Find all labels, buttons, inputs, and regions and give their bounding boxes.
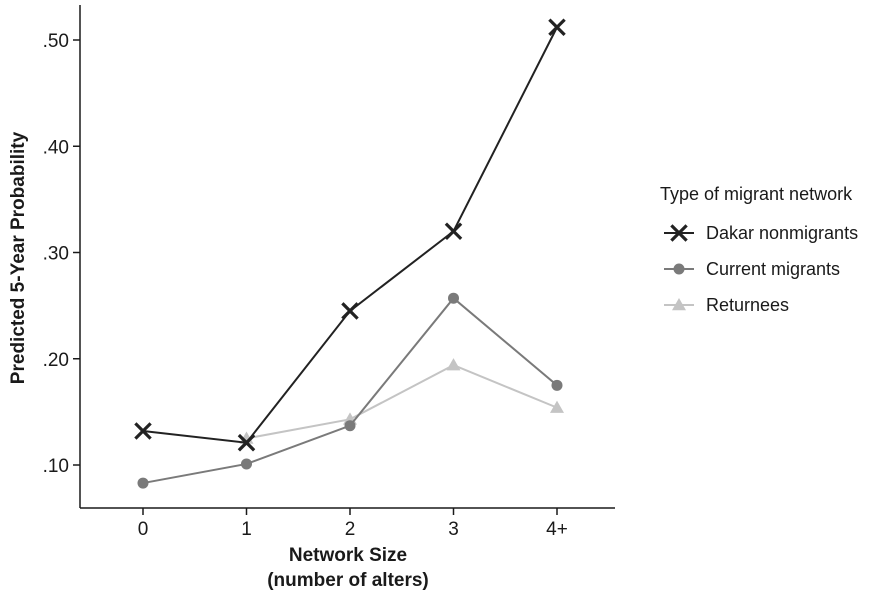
data-point-current-migrants xyxy=(137,477,149,489)
legend-label: Dakar nonmigrants xyxy=(706,223,858,243)
x-axis-title-line-1: Network Size xyxy=(289,545,407,566)
series-layer xyxy=(134,18,566,489)
legend-marker-current-migrants xyxy=(673,263,685,275)
data-point-dakar-nonmigrants xyxy=(548,18,566,37)
series-line-dakar-nonmigrants xyxy=(142,26,558,444)
data-point-dakar-nonmigrants xyxy=(134,422,152,440)
data-point-returnees xyxy=(446,358,461,371)
legend-title: Type of migrant network xyxy=(660,184,853,204)
series-line-current-migrants xyxy=(142,296,558,485)
legend: Type of migrant network Dakar nonmigrant… xyxy=(660,184,858,315)
x-tick-label: 3 xyxy=(448,519,459,540)
legend-marker-returnees xyxy=(672,298,686,311)
data-point-current-migrants xyxy=(241,458,252,470)
data-point-dakar-nonmigrants xyxy=(341,302,359,320)
y-tick-label: .10 xyxy=(43,456,69,477)
legend-item-returnees: Returnees xyxy=(664,295,789,315)
data-point-dakar-nonmigrants xyxy=(237,433,256,452)
series-dakar-nonmigrants xyxy=(134,18,566,452)
legend-item-dakar-nonmigrants: Dakar nonmigrants xyxy=(664,223,858,243)
x-ticks: 0 1 2 3 4+ xyxy=(138,508,568,540)
y-tick-label: .50 xyxy=(43,31,69,52)
data-point-current-migrants xyxy=(344,420,356,432)
x-axis-title-line-2: (number of alters) xyxy=(267,570,429,591)
x-tick-label: 2 xyxy=(345,519,356,540)
data-point-current-migrants xyxy=(448,292,459,304)
legend-item-current-migrants: Current migrants xyxy=(664,259,840,279)
legend-items: Dakar nonmigrants Current migrants Returne… xyxy=(664,223,858,315)
y-tick-label: .20 xyxy=(43,350,69,371)
data-point-returnees xyxy=(550,400,564,413)
data-point-dakar-nonmigrants xyxy=(444,222,463,241)
legend-marker-dakar-nonmigrants xyxy=(670,224,688,242)
y-ticks: .10 .20 .30 .40 .50 xyxy=(43,31,80,477)
series-returnees xyxy=(239,358,564,444)
series-current-migrants xyxy=(137,292,563,489)
legend-label: Returnees xyxy=(706,295,789,315)
y-axis-title: Predicted 5-Year Probability xyxy=(8,131,29,384)
x-tick-label: 0 xyxy=(138,519,149,540)
x-tick-label: 4+ xyxy=(546,519,568,540)
legend-label: Current migrants xyxy=(706,259,840,279)
y-tick-label: .30 xyxy=(43,244,69,265)
data-point-current-migrants xyxy=(551,379,563,391)
axes: .10 .20 .30 .40 .50 0 1 2 3 4+ xyxy=(43,5,615,540)
series-line-returnees xyxy=(246,364,558,440)
x-tick-label: 1 xyxy=(241,519,252,540)
y-tick-label: .40 xyxy=(43,137,69,158)
